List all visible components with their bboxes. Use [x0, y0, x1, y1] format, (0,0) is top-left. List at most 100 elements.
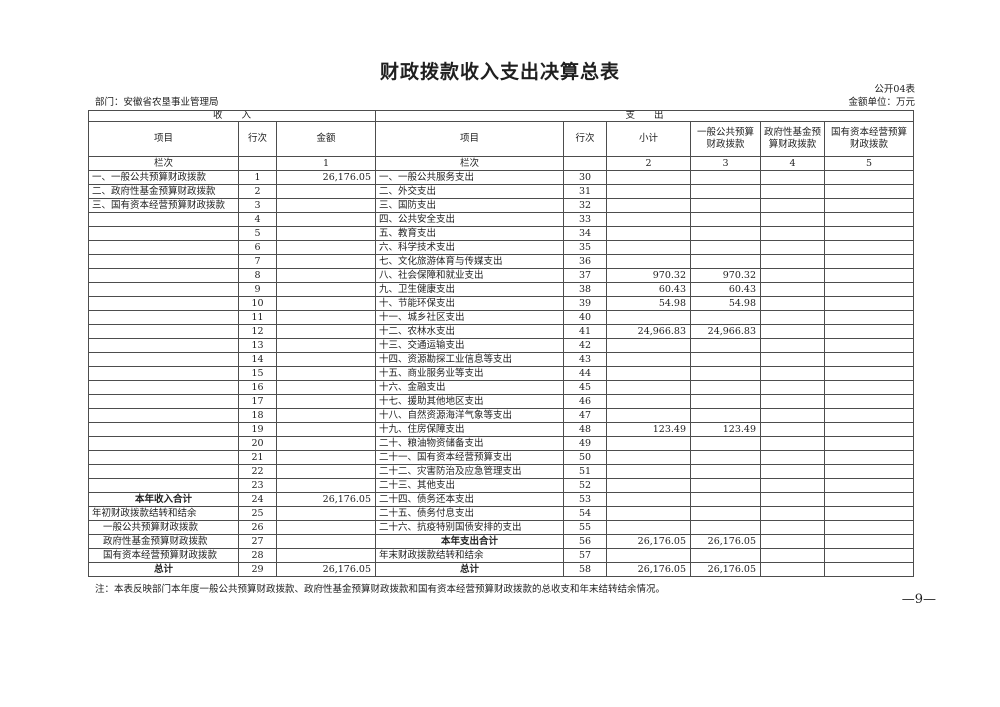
income-item-cell: 三、国有资本经营预算财政拨款 — [88, 198, 239, 213]
expense-lanci-general: 3 — [690, 156, 762, 171]
income-item-cell — [88, 226, 239, 241]
expense-state-capital-cell — [824, 226, 915, 241]
expense-general-budget-cell: 26,176.05 — [690, 562, 762, 577]
expense-subtotal-cell — [606, 506, 692, 521]
expense-govt-fund-cell — [760, 212, 826, 227]
expense-govt-fund-cell — [760, 170, 826, 185]
expense-line-cell: 40 — [563, 310, 608, 325]
income-line-cell: 29 — [238, 562, 277, 577]
table-row: 14 十四、资源勘探工业信息等支出 43 — [88, 352, 915, 367]
expense-general-budget-cell — [690, 408, 762, 423]
expense-state-capital-cell — [824, 212, 915, 227]
income-line-cell: 10 — [238, 296, 277, 311]
income-amount-cell: 26,176.05 — [275, 170, 377, 185]
income-line-cell: 8 — [238, 268, 277, 283]
expense-state-capital-cell — [824, 450, 915, 465]
table-row: 10 十、节能环保支出 39 54.98 54.98 — [88, 296, 915, 311]
expense-state-capital-cell — [824, 562, 915, 577]
expense-subtotal-cell — [606, 394, 692, 409]
expense-general-budget-cell — [690, 366, 762, 381]
expense-item-cell: 二十二、灾害防治及应急管理支出 — [375, 464, 565, 479]
expense-line-cell: 34 — [563, 226, 608, 241]
expense-item-cell: 十五、商业服务业等支出 — [375, 366, 565, 381]
expense-general-budget-cell — [690, 548, 762, 563]
expense-lanci-fund: 4 — [760, 156, 826, 171]
expense-state-capital-cell — [824, 338, 915, 353]
expense-item-cell: 十六、金融支出 — [375, 380, 565, 395]
expense-general-budget-cell — [690, 436, 762, 451]
expense-govt-fund-cell — [760, 184, 826, 199]
expense-subtotal-cell: 54.98 — [606, 296, 692, 311]
expense-govt-fund-cell — [760, 198, 826, 213]
expense-general-budget-cell — [690, 380, 762, 395]
income-line-cell: 22 — [238, 464, 277, 479]
expense-state-capital-cell — [824, 268, 915, 283]
expense-state-capital-header: 国有资本经营预算财政拨款 — [824, 121, 915, 157]
income-line-cell: 12 — [238, 324, 277, 339]
income-amount-cell — [275, 310, 377, 325]
income-line-cell: 23 — [238, 478, 277, 493]
expense-state-capital-cell — [824, 548, 915, 563]
table-row: 17 十七、援助其他地区支出 46 — [88, 394, 915, 409]
expense-govt-fund-cell — [760, 408, 826, 423]
expense-general-budget-cell — [690, 450, 762, 465]
income-item-cell: 总计 — [88, 562, 239, 577]
final-accounts-table: 收 入 支 出 项目 行次 金额 项目 行次 小计 一般公共预算财政拨款 政府性… — [87, 110, 915, 577]
expense-state-capital-cell — [824, 520, 915, 535]
expense-state-capital-cell — [824, 310, 915, 325]
expense-line-cell: 35 — [563, 240, 608, 255]
expense-line-cell: 39 — [563, 296, 608, 311]
expense-govt-fund-cell — [760, 464, 826, 479]
expense-line-cell: 53 — [563, 492, 608, 507]
income-line-cell: 11 — [238, 310, 277, 325]
income-amount-cell — [275, 478, 377, 493]
expense-line-cell: 37 — [563, 268, 608, 283]
expense-lanci-capital: 5 — [824, 156, 915, 171]
expense-line-cell: 51 — [563, 464, 608, 479]
expense-govt-fund-cell — [760, 268, 826, 283]
expense-state-capital-cell — [824, 366, 915, 381]
expense-subtotal-cell: 60.43 — [606, 282, 692, 297]
income-line-cell: 27 — [238, 534, 277, 549]
income-amount-cell — [275, 436, 377, 451]
income-line-cell: 25 — [238, 506, 277, 521]
income-amount-cell: 26,176.05 — [275, 492, 377, 507]
income-amount-header: 金额 — [275, 121, 377, 157]
income-line-cell: 1 — [238, 170, 277, 185]
expense-subtotal-cell: 123.49 — [606, 422, 692, 437]
expense-govt-fund-cell — [760, 366, 826, 381]
table-row: 二、政府性基金预算财政拨款 2 二、外交支出 31 — [88, 184, 915, 199]
expense-state-capital-cell — [824, 422, 915, 437]
income-amount-cell — [275, 324, 377, 339]
expense-line-cell: 41 — [563, 324, 608, 339]
income-amount-cell — [275, 352, 377, 367]
income-item-cell — [88, 240, 239, 255]
expense-state-capital-cell — [824, 408, 915, 423]
income-lanci-amount: 1 — [275, 156, 377, 171]
expense-subtotal-cell — [606, 492, 692, 507]
table-row: 一般公共预算财政拨款 26 二十六、抗疫特别国债安排的支出 55 — [88, 520, 915, 535]
table-row: 5 五、教育支出 34 — [88, 226, 915, 241]
income-amount-cell — [275, 296, 377, 311]
income-line-cell: 19 — [238, 422, 277, 437]
income-amount-cell — [275, 282, 377, 297]
income-item-cell — [88, 450, 239, 465]
expense-govt-fund-cell — [760, 548, 826, 563]
expense-govt-fund-cell — [760, 338, 826, 353]
income-item-cell — [88, 478, 239, 493]
expense-govt-fund-cell — [760, 506, 826, 521]
income-item-cell — [88, 338, 239, 353]
income-amount-cell — [275, 408, 377, 423]
expense-govt-fund-cell — [760, 254, 826, 269]
expense-line-cell: 57 — [563, 548, 608, 563]
expense-subtotal-cell — [606, 170, 692, 185]
expense-subtotal-cell — [606, 310, 692, 325]
table-row: 20 二十、粮油物资储备支出 49 — [88, 436, 915, 451]
expense-state-capital-cell — [824, 198, 915, 213]
expense-govt-fund-cell — [760, 436, 826, 451]
table-row: 18 十八、自然资源海洋气象等支出 47 — [88, 408, 915, 423]
expense-item-cell: 十、节能环保支出 — [375, 296, 565, 311]
expense-general-budget-cell — [690, 394, 762, 409]
income-line-cell: 7 — [238, 254, 277, 269]
